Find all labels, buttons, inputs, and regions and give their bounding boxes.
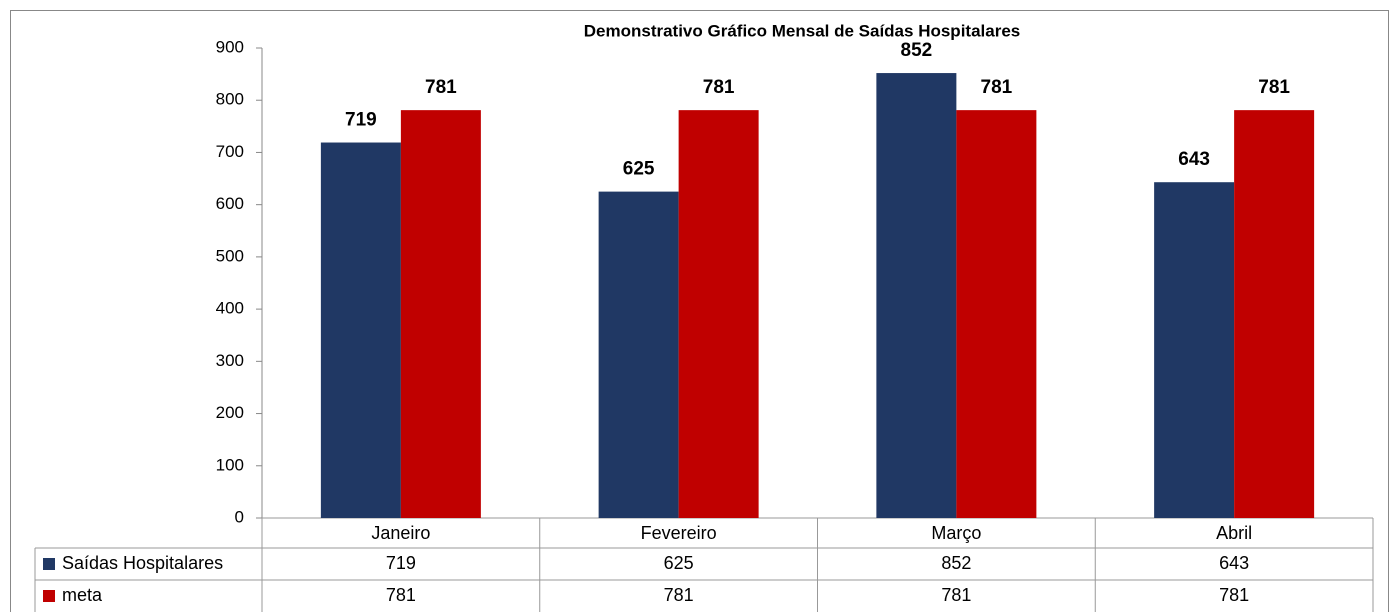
table-value: 781	[664, 585, 694, 605]
chart-title: Demonstrativo Gráfico Mensal de Saídas H…	[584, 21, 1020, 40]
legend-swatch	[43, 590, 55, 602]
table-value: 852	[941, 553, 971, 573]
y-tick-label: 600	[216, 194, 244, 213]
data-label: 781	[981, 77, 1013, 98]
data-label: 852	[901, 40, 933, 61]
chart-border	[10, 10, 1389, 612]
y-tick-label: 800	[216, 90, 244, 109]
bar	[1234, 110, 1315, 519]
y-tick-label: 300	[216, 351, 244, 370]
x-tick-label: Março	[931, 523, 981, 543]
y-tick-label: 200	[216, 403, 244, 422]
bar	[400, 110, 481, 519]
bar	[598, 191, 679, 518]
bar	[956, 110, 1037, 519]
table-value: 719	[386, 553, 416, 573]
x-tick-label: Fevereiro	[641, 523, 717, 543]
table-value: 625	[664, 553, 694, 573]
legend-label: Saídas Hospitalares	[62, 553, 223, 573]
legend-swatch	[43, 558, 55, 570]
bar	[876, 73, 957, 519]
table-value: 781	[941, 585, 971, 605]
y-tick-label: 400	[216, 299, 244, 318]
y-tick-label: 500	[216, 246, 244, 265]
y-tick-label: 900	[216, 37, 244, 56]
bar	[678, 110, 759, 519]
data-label: 781	[425, 77, 457, 98]
table-value: 781	[386, 585, 416, 605]
data-label: 643	[1178, 149, 1210, 170]
y-tick-label: 100	[216, 455, 244, 474]
data-label: 781	[1258, 77, 1290, 98]
x-tick-label: Janeiro	[371, 523, 430, 543]
data-label: 719	[345, 110, 377, 131]
table-value: 643	[1219, 553, 1249, 573]
table-value: 781	[1219, 585, 1249, 605]
x-tick-label: Abril	[1216, 523, 1252, 543]
legend-label: meta	[62, 585, 103, 605]
y-tick-label: 700	[216, 142, 244, 161]
bar	[320, 142, 401, 518]
data-label: 781	[703, 77, 735, 98]
y-tick-label: 0	[235, 507, 244, 526]
data-label: 625	[623, 159, 655, 180]
bar	[1154, 182, 1235, 518]
